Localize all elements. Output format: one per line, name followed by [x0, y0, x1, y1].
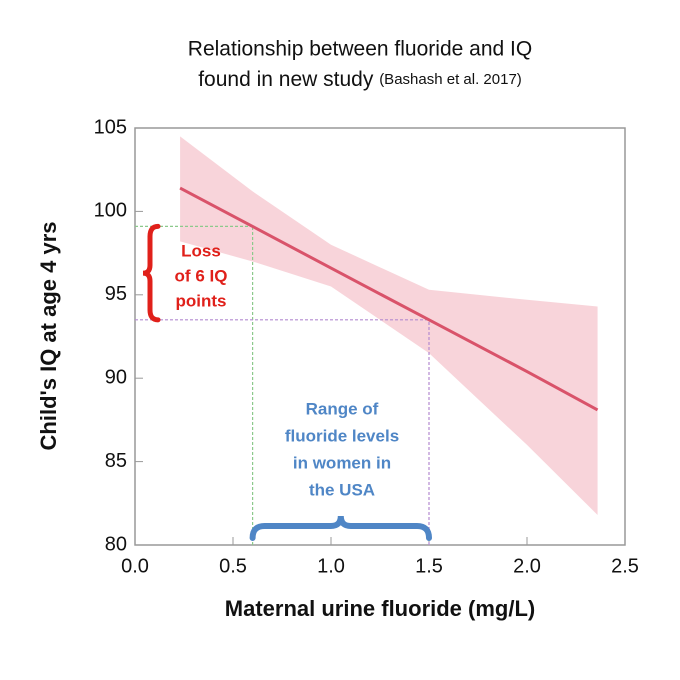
range-bracket	[249, 515, 432, 541]
plot-frame	[134, 127, 626, 546]
annotation-text: in women in	[293, 453, 391, 472]
annotation-text: Loss	[181, 241, 221, 260]
y-tick-label: 105	[94, 116, 127, 138]
annotation-text: fluoride levels	[285, 426, 399, 445]
y-tick-label: 90	[105, 366, 127, 388]
loss-bracket	[142, 223, 161, 323]
x-axis-label: Maternal urine fluoride (mg/L)	[225, 596, 535, 621]
x-tick-label: 1.0	[317, 555, 345, 577]
annotation-text: points	[176, 291, 227, 310]
x-tick-label: 0.5	[219, 555, 247, 577]
x-tick-label: 0.0	[121, 555, 149, 577]
y-axis-label: Child's IQ at age 4 yrs	[36, 222, 61, 451]
x-tick-label: 2.0	[513, 555, 541, 577]
y-tick-label: 100	[94, 200, 127, 222]
annotation-text: Range of	[306, 399, 379, 418]
source: (Bashash et al. 2017)	[379, 71, 522, 88]
chart-title: Relationship between fluoride and IQ	[188, 38, 532, 61]
chart-subtitle: found in new study	[198, 68, 374, 91]
annotation-text: of 6 IQ	[175, 266, 228, 285]
y-tick-label: 95	[105, 283, 127, 305]
subtitle-line: found in new study (Bashash et al. 2017)	[198, 68, 522, 91]
confidence-band	[180, 136, 598, 515]
trend-line	[179, 186, 599, 412]
y-tick-label: 85	[105, 450, 127, 472]
annotation-text: the USA	[309, 480, 375, 499]
y-tick-label: 80	[105, 533, 127, 555]
x-tick-label: 1.5	[415, 555, 443, 577]
x-tick-label: 2.5	[611, 555, 639, 577]
